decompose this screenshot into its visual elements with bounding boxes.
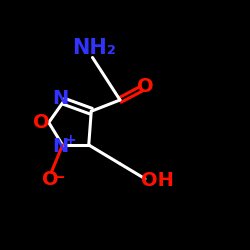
Text: O: O — [138, 77, 154, 96]
Text: N: N — [52, 89, 69, 108]
Text: OH: OH — [140, 170, 173, 190]
Text: O: O — [34, 112, 50, 132]
Text: O: O — [42, 170, 58, 189]
Text: NH₂: NH₂ — [72, 38, 116, 58]
Text: −: − — [52, 170, 65, 184]
Text: N: N — [52, 138, 68, 156]
Text: +: + — [64, 134, 76, 147]
